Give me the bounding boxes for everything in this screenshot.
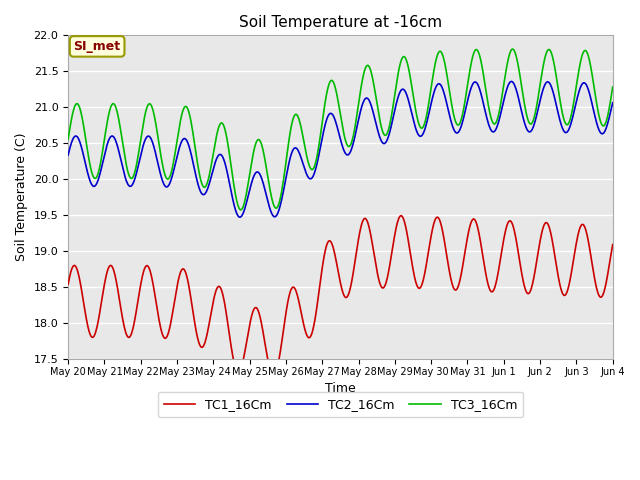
TC1_16Cm xyxy=(64,281,72,287)
TC1_16Cm xyxy=(270,372,278,378)
TC2_16Cm xyxy=(64,152,72,158)
TC3_16Cm xyxy=(545,47,552,52)
TC1_16Cm xyxy=(609,242,616,248)
TC1_16Cm xyxy=(545,223,552,229)
TC1_16Cm xyxy=(172,289,180,295)
TC2_16Cm xyxy=(609,100,616,106)
X-axis label: Time: Time xyxy=(325,382,356,395)
Title: Soil Temperature at -16cm: Soil Temperature at -16cm xyxy=(239,15,442,30)
TC2_16Cm xyxy=(426,109,433,115)
TC3_16Cm xyxy=(246,166,254,172)
TC3_16Cm xyxy=(497,103,504,109)
TC3_16Cm xyxy=(186,110,193,116)
Legend: TC1_16Cm, TC2_16Cm, TC3_16Cm: TC1_16Cm, TC2_16Cm, TC3_16Cm xyxy=(157,392,524,418)
TC1_16Cm xyxy=(397,213,405,218)
Line: TC1_16Cm: TC1_16Cm xyxy=(68,216,612,375)
TC2_16Cm xyxy=(186,144,193,150)
Text: SI_met: SI_met xyxy=(74,40,121,53)
Y-axis label: Soil Temperature (C): Soil Temperature (C) xyxy=(15,133,28,262)
TC3_16Cm xyxy=(172,144,180,150)
TC3_16Cm xyxy=(426,98,433,104)
TC2_16Cm xyxy=(172,158,180,164)
TC2_16Cm xyxy=(497,112,504,118)
TC2_16Cm xyxy=(246,184,254,190)
TC2_16Cm xyxy=(545,79,552,85)
TC2_16Cm xyxy=(508,79,515,84)
TC3_16Cm xyxy=(509,46,516,52)
TC1_16Cm xyxy=(497,255,504,261)
TC1_16Cm xyxy=(246,319,254,325)
Line: TC2_16Cm: TC2_16Cm xyxy=(68,82,612,217)
Line: TC3_16Cm: TC3_16Cm xyxy=(68,49,612,210)
TC3_16Cm xyxy=(64,136,72,142)
TC2_16Cm xyxy=(236,214,244,220)
TC3_16Cm xyxy=(609,84,616,90)
TC3_16Cm xyxy=(237,207,244,213)
TC1_16Cm xyxy=(186,285,193,291)
TC1_16Cm xyxy=(426,242,433,248)
